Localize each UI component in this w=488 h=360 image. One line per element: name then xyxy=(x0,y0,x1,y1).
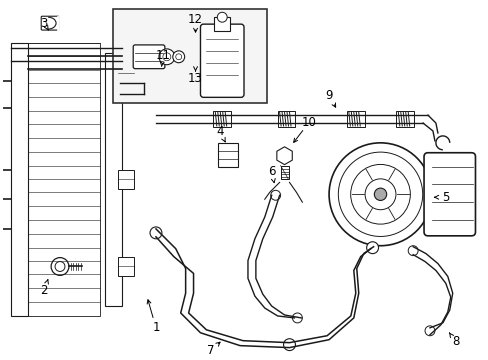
Circle shape xyxy=(150,227,162,239)
Bar xyxy=(346,111,364,127)
Text: 1: 1 xyxy=(152,321,160,334)
Bar xyxy=(118,257,134,276)
FancyBboxPatch shape xyxy=(41,16,59,30)
Bar xyxy=(218,143,238,167)
Text: 10: 10 xyxy=(301,116,316,129)
Bar xyxy=(213,111,231,127)
Text: 4: 4 xyxy=(216,126,224,139)
Text: 5: 5 xyxy=(441,191,448,204)
Circle shape xyxy=(270,190,280,200)
FancyBboxPatch shape xyxy=(200,24,244,97)
Bar xyxy=(104,53,122,306)
Text: 8: 8 xyxy=(451,335,458,348)
Text: 13: 13 xyxy=(188,72,203,85)
Bar xyxy=(28,43,100,316)
Circle shape xyxy=(366,242,378,254)
Bar xyxy=(118,170,134,189)
Text: 6: 6 xyxy=(267,165,275,178)
Text: 7: 7 xyxy=(206,344,214,357)
FancyBboxPatch shape xyxy=(423,153,474,236)
Circle shape xyxy=(159,49,174,65)
Circle shape xyxy=(172,51,184,63)
Bar xyxy=(214,17,230,31)
Bar xyxy=(118,63,134,82)
Text: 3: 3 xyxy=(41,17,48,30)
Text: 12: 12 xyxy=(188,13,203,26)
Bar xyxy=(280,166,288,179)
Circle shape xyxy=(374,188,386,201)
Circle shape xyxy=(292,313,302,323)
Circle shape xyxy=(51,258,69,275)
Circle shape xyxy=(328,143,431,246)
FancyBboxPatch shape xyxy=(133,45,164,69)
Bar xyxy=(11,43,28,316)
Text: 9: 9 xyxy=(325,89,332,102)
Circle shape xyxy=(217,12,227,22)
Circle shape xyxy=(424,326,434,336)
Circle shape xyxy=(283,339,295,351)
Text: 2: 2 xyxy=(41,284,48,297)
Bar xyxy=(113,9,266,103)
Bar xyxy=(277,111,295,127)
Text: 11: 11 xyxy=(155,49,170,62)
Circle shape xyxy=(407,246,417,256)
Bar xyxy=(396,111,413,127)
